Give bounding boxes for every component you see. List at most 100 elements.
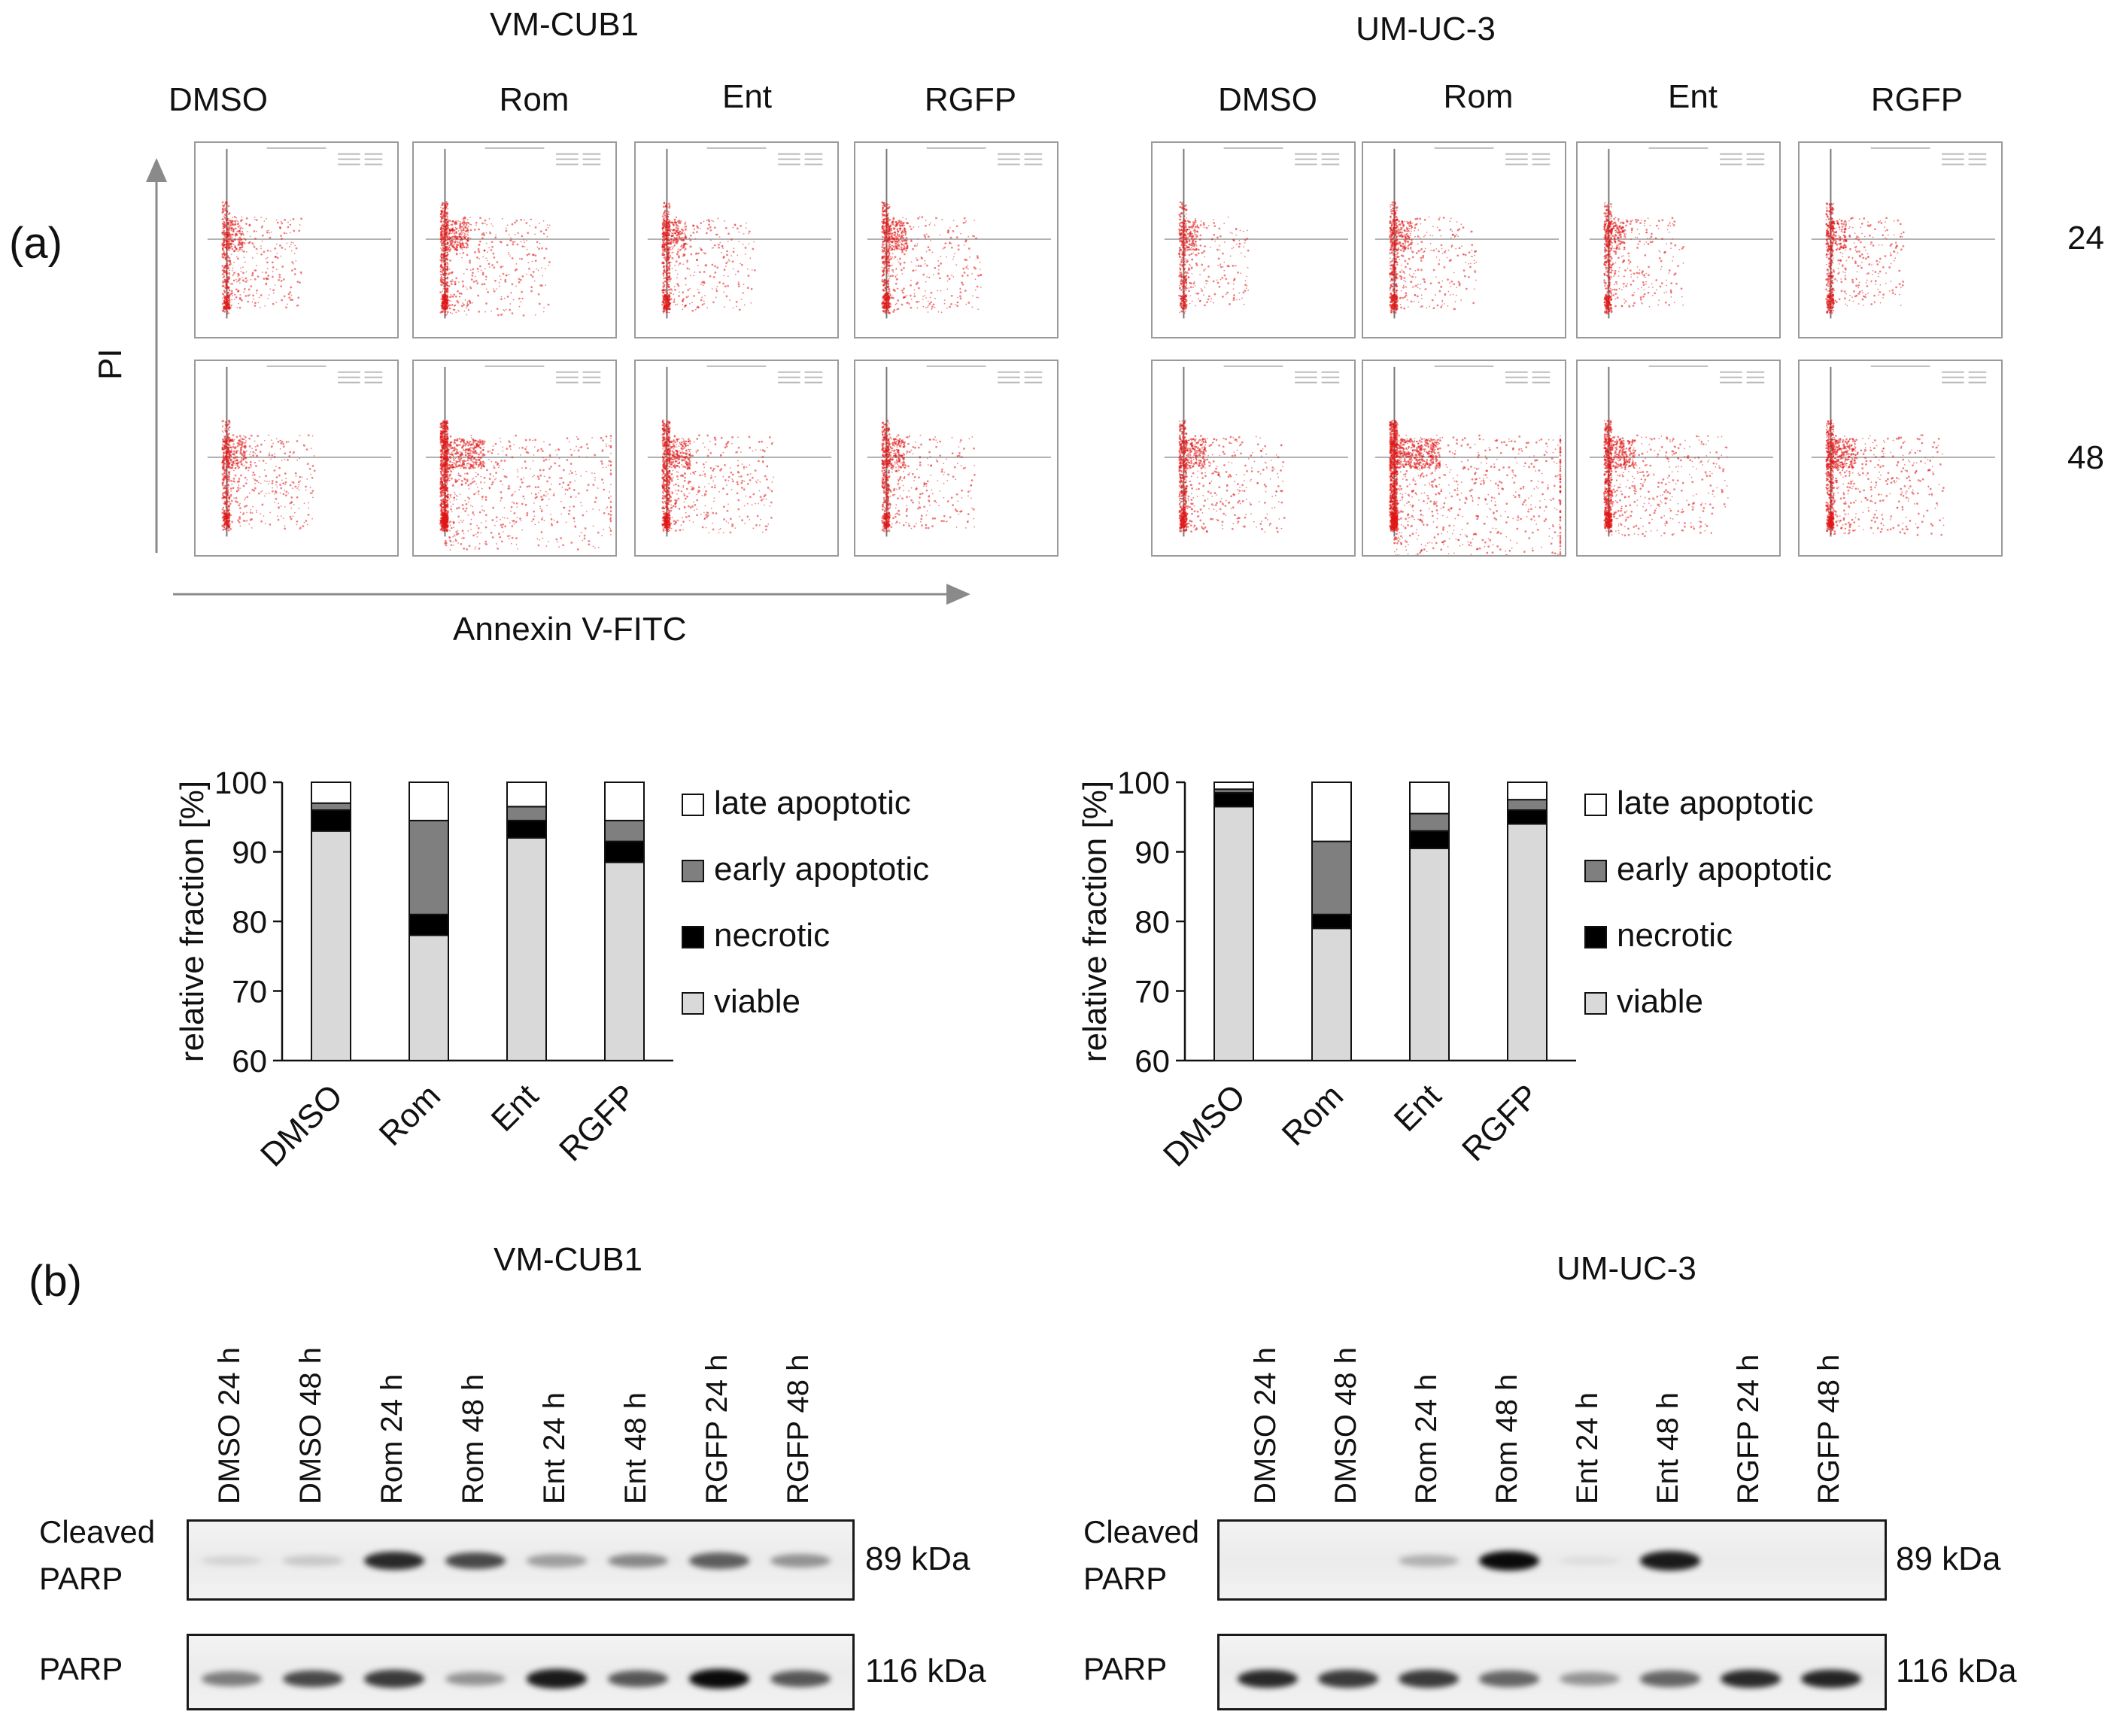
protein-band — [608, 1671, 668, 1687]
molecular-weight-label: 116 kDa — [1896, 1653, 2017, 1689]
facs-dot-plot-svg — [647, 365, 832, 537]
lane-label: DMSO 48 h — [1329, 1347, 1362, 1504]
lane-label: RGFP 24 h — [1732, 1354, 1765, 1504]
col-header-rgfp-vm: RGFP — [924, 81, 1017, 118]
protein-band — [445, 1552, 506, 1570]
x-tick-label: RGFP — [1455, 1077, 1546, 1168]
bar-segment-necrotic — [1213, 791, 1254, 808]
lane-label: RGFP 48 h — [782, 1354, 815, 1504]
protein-band — [770, 1671, 831, 1687]
blot-row-label: Cleaved PARP — [1083, 1514, 1200, 1596]
bar-segment-necrotic — [409, 913, 449, 936]
protein-band — [364, 1551, 424, 1571]
protein-band — [202, 1556, 262, 1565]
bar-segment-viable — [604, 861, 645, 1061]
protein-band — [364, 1670, 424, 1688]
legend-swatch — [1584, 794, 1607, 816]
facs-dot-plot-svg — [1589, 147, 1774, 319]
facs-dot-plot — [1798, 141, 2003, 338]
protein-band — [1479, 1671, 1539, 1687]
y-axis-title: relative fraction [%] — [1077, 781, 1113, 1062]
cell-events — [221, 201, 302, 314]
protein-band — [527, 1554, 587, 1568]
facs-dot-plot — [854, 360, 1059, 557]
bar-segment-late-apoptotic — [1409, 782, 1450, 815]
row-header-48h: 48 h — [2067, 439, 2114, 476]
lane-label: Rom 48 h — [1490, 1373, 1523, 1504]
bar-segment-necrotic — [604, 840, 645, 863]
facs-dot-plot — [412, 141, 617, 338]
col-header-rom-vm: Rom — [499, 81, 570, 118]
panel-b-label: (b) — [29, 1257, 82, 1306]
legend-swatch — [682, 992, 704, 1015]
lane-label: DMSO 48 h — [294, 1347, 327, 1504]
facs-dot-plot-svg — [1811, 365, 1996, 537]
bar-segment-early-apoptotic — [311, 802, 351, 811]
facs-dot-plot — [634, 141, 839, 338]
lane-label: RGFP 48 h — [1812, 1354, 1845, 1504]
facs-dot-plot — [194, 360, 399, 557]
molecular-weight-label: 116 kDa — [865, 1653, 986, 1689]
col-header-ent-vm: Ent — [721, 78, 773, 115]
lane-label: Ent 48 h — [619, 1392, 652, 1504]
bar-segment-viable — [1311, 927, 1352, 1061]
bar-segment-late-apoptotic — [604, 782, 645, 821]
bar-segment-viable — [1213, 806, 1254, 1061]
protein-band — [1399, 1670, 1459, 1688]
facs-dot-plot-svg — [647, 147, 832, 319]
bar-segment-necrotic — [1507, 809, 1548, 825]
protein-band — [1801, 1669, 1861, 1689]
blot-row-label: Cleaved PARP — [39, 1514, 156, 1596]
lane-label: Rom 48 h — [457, 1373, 490, 1504]
protein-band — [1640, 1671, 1700, 1687]
facs-dot-plot-svg — [207, 147, 392, 319]
cell-events — [1825, 419, 1945, 536]
legend-swatch — [1584, 926, 1607, 948]
cell-events — [1603, 202, 1685, 314]
facs-dot-plot — [634, 360, 839, 557]
facs-dot-plot — [1798, 360, 2003, 557]
cell-events — [881, 419, 976, 533]
x-tick-label: DMSO — [254, 1077, 350, 1173]
blot-title-vmcub1: VM-CUB1 — [493, 1241, 643, 1278]
blot-row-label: PARP — [1083, 1651, 1168, 1686]
protein-band — [283, 1555, 343, 1566]
molecular-weight-label: 89 kDa — [865, 1540, 970, 1577]
col-header-dmso-um: DMSO — [1218, 81, 1317, 118]
protein-band — [1399, 1555, 1459, 1567]
row-header-24h: 24 h — [2067, 220, 2114, 256]
facs-dot-plot — [1151, 360, 1356, 557]
facs-dot-plot-svg — [425, 147, 610, 319]
bar-segment-viable — [1507, 823, 1548, 1061]
lane-label: Ent 24 h — [538, 1392, 571, 1504]
bar-segment-early-apoptotic — [1311, 840, 1352, 915]
x-tick-label: DMSO — [1156, 1077, 1253, 1173]
facs-dot-plot — [1151, 141, 1356, 338]
bar-segment-late-apoptotic — [506, 782, 547, 808]
protein-band — [689, 1552, 749, 1569]
cell-events — [1178, 201, 1250, 314]
facs-axes — [146, 158, 970, 605]
bar-segment-late-apoptotic — [409, 782, 449, 821]
y-tick-label: 70 — [232, 974, 267, 1009]
facs-dot-plot-svg — [1589, 365, 1774, 538]
facs-dot-plot — [854, 141, 1059, 338]
protein-band — [1479, 1551, 1539, 1571]
protein-band — [1560, 1556, 1620, 1565]
cell-line-title-umuc3: UM-UC-3 — [1356, 11, 1496, 47]
legend-label: viable — [1617, 983, 1703, 1020]
col-header-dmso-vm: DMSO — [169, 81, 268, 118]
cell-line-title-vmcub1: VM-CUB1 — [489, 6, 639, 43]
molecular-weight-label: 89 kDa — [1896, 1540, 2001, 1577]
y-tick-label: 100 — [1117, 765, 1170, 800]
facs-dot-plot-svg — [1374, 365, 1562, 555]
legend-label: necrotic — [714, 917, 830, 954]
bar-segment-viable — [506, 837, 547, 1061]
col-header-rom-um: Rom — [1443, 78, 1514, 115]
protein-band — [283, 1670, 343, 1688]
protein-band — [689, 1669, 749, 1689]
facs-dot-plot-svg — [425, 365, 612, 551]
legend-label: viable — [714, 983, 800, 1020]
bar-segment-necrotic — [311, 809, 351, 832]
